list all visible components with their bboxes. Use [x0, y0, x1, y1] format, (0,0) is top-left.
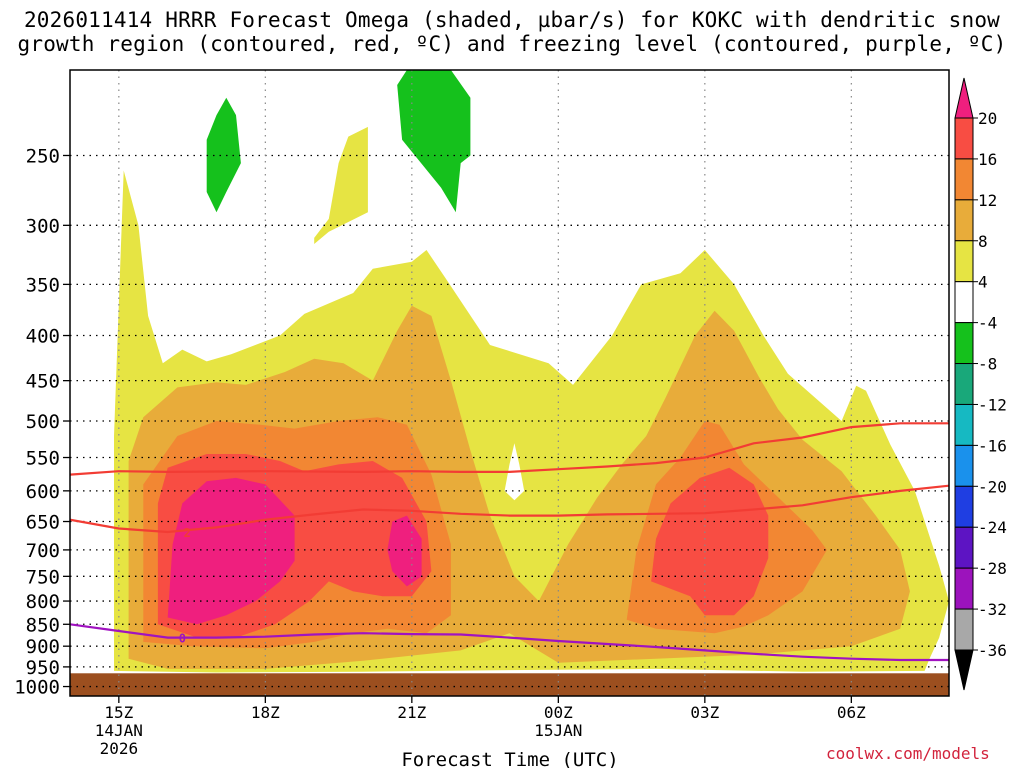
colorbar-box	[954, 281, 974, 324]
y-tick-label: 900	[26, 636, 60, 658]
y-tick-label: 400	[26, 326, 60, 348]
y-tick-label: 800	[26, 591, 60, 613]
y-tick-label: 1000	[14, 677, 60, 699]
contour-line	[70, 484, 949, 534]
colorbar-label: -12	[978, 395, 1007, 414]
y-tick-label: 700	[26, 540, 60, 562]
x-axis-label: Forecast Time (UTC)	[401, 749, 618, 768]
plot-frame	[69, 69, 950, 697]
x-tick-label: 06Z	[837, 703, 866, 722]
x-tick-label: 03Z	[690, 703, 719, 722]
colorbar-box	[954, 199, 974, 242]
colorbar-box	[954, 363, 974, 405]
colorbar-label: -28	[978, 559, 1007, 578]
colorbar-label: -20	[978, 477, 1007, 496]
contour-label: 0	[179, 632, 186, 646]
colorbar-label: 12	[978, 191, 997, 210]
colorbar-label: -16	[978, 436, 1007, 455]
colorbar-bottom-arrow	[954, 649, 974, 691]
colorbar-label: -36	[978, 641, 1007, 660]
contour-lines: 20	[70, 422, 949, 662]
omega-region--8	[206, 97, 241, 213]
y-tick-label: 350	[26, 274, 60, 296]
y-tick-label: 750	[26, 566, 60, 588]
x-tick-label: 15Z	[104, 703, 133, 722]
x-tick-date: 14JAN	[95, 721, 143, 740]
omega-shading	[114, 70, 949, 673]
y-tick-label: 500	[26, 411, 60, 433]
colorbar-box	[954, 444, 974, 487]
y-axis: 2503003504004505005506006507007508008509…	[14, 145, 70, 699]
source-credit: coolwx.com/models	[826, 744, 990, 763]
y-tick-label: 550	[26, 448, 60, 470]
colorbar-box	[954, 485, 974, 528]
colorbar-box	[954, 158, 974, 201]
omega-region-4	[314, 126, 368, 244]
colorbar-box	[954, 240, 974, 283]
colorbar: 20 16 12 8 4 -4 -8 -12 -16 -20 -24 -28 -32 -36	[954, 77, 1007, 691]
colorbar-box	[954, 526, 974, 569]
chart-title-line-2: growth region (contoured, red, ºC) and f…	[17, 32, 1007, 56]
chart-title-line-1: 2026011414 HRRR Forecast Omega (shaded, …	[23, 8, 1001, 32]
y-tick-label: 450	[26, 371, 60, 393]
y-tick-label: 850	[26, 614, 60, 636]
omega-region-20	[167, 477, 295, 625]
x-tick-year: 2026	[100, 739, 139, 758]
y-tick-label: 600	[26, 481, 60, 503]
y-tick-label: 250	[26, 145, 60, 167]
colorbar-box	[954, 322, 974, 365]
colorbar-label: 20	[978, 109, 997, 128]
colorbar-label: -24	[978, 518, 1007, 537]
omega-region-20	[387, 515, 422, 587]
omega-region--8	[397, 70, 471, 213]
x-tick-date: 15JAN	[534, 721, 582, 740]
omega-region-16	[651, 467, 769, 616]
y-tick-label: 650	[26, 512, 60, 534]
contour-line	[70, 422, 949, 476]
colorbar-box	[954, 117, 974, 160]
y-tick-label: 950	[26, 657, 60, 679]
colorbar-box	[954, 608, 974, 651]
colorbar-top-arrow	[954, 77, 974, 119]
colorbar-label: -4	[978, 314, 997, 333]
colorbar-label: -8	[978, 355, 997, 374]
colorbar-label: 4	[978, 273, 988, 292]
colorbar-box	[954, 567, 974, 610]
colorbar-label: -32	[978, 600, 1007, 619]
colorbar-box	[954, 403, 974, 446]
y-tick-label: 300	[26, 215, 60, 237]
chart-title: 2026011414 HRRR Forecast Omega (shaded, …	[0, 8, 1024, 56]
x-tick-label: 18Z	[251, 703, 280, 722]
ground-fill	[70, 673, 949, 696]
x-tick-label: 00Z	[544, 703, 573, 722]
x-tick-label: 21Z	[397, 703, 426, 722]
contour-line	[70, 623, 949, 662]
colorbar-label: 8	[978, 232, 988, 251]
colorbar-label: 16	[978, 150, 997, 169]
gridlines	[70, 70, 949, 696]
contour-label: 2	[184, 526, 191, 540]
